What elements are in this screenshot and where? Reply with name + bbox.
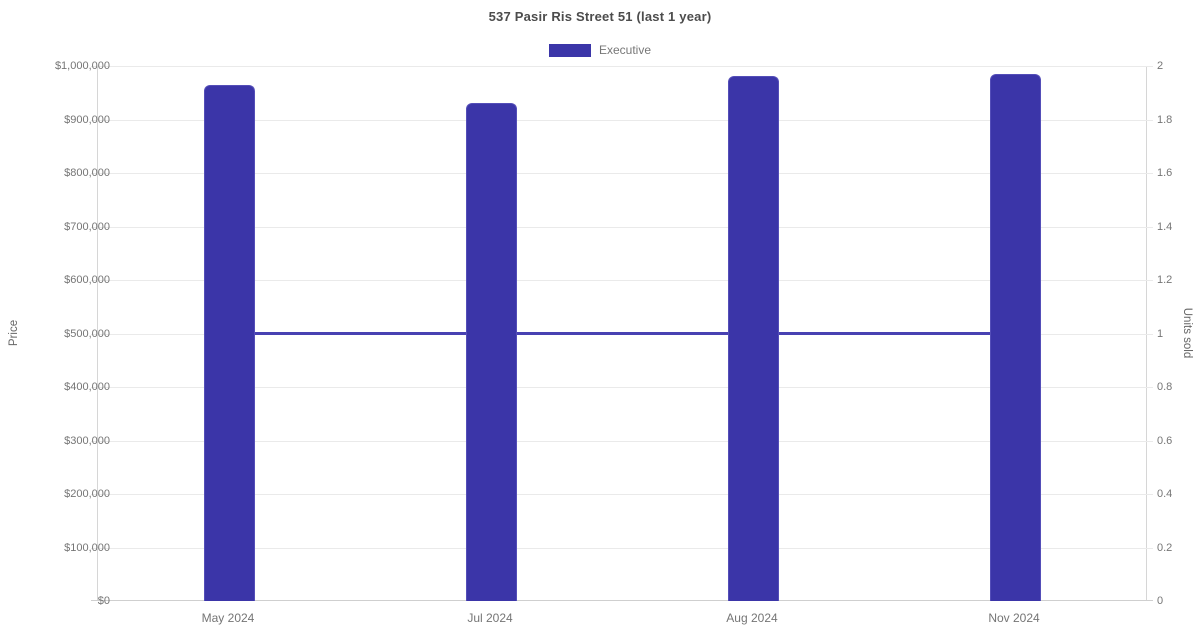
gridline xyxy=(91,280,1153,281)
gridline xyxy=(91,548,1153,549)
x-axis-tick-label: Nov 2024 xyxy=(988,611,1040,625)
legend: Executive xyxy=(0,42,1200,58)
bar-may-2024 xyxy=(204,85,255,601)
bar-jul-2024 xyxy=(466,103,517,601)
y-axis-left-tick-label: $0 xyxy=(97,595,110,607)
x-axis-tick-label: Aug 2024 xyxy=(726,611,778,625)
y-axis-right-tick-label: 1.4 xyxy=(1157,221,1173,233)
y-axis-right-tick-label: 0.6 xyxy=(1157,435,1173,447)
y-axis-right-tick-label: 1 xyxy=(1157,328,1164,340)
chart-title: 537 Pasir Ris Street 51 (last 1 year) xyxy=(488,9,712,24)
y-axis-right-tick-label: 0.2 xyxy=(1157,542,1173,554)
y-axis-left-tick-label: $400,000 xyxy=(64,381,110,393)
y-axis-left-tick-label: $900,000 xyxy=(64,114,110,126)
y-axis-right-tick-label: 1.6 xyxy=(1157,167,1173,179)
legend-label-executive: Executive xyxy=(598,43,652,57)
y-axis-right-tick-label: 0.4 xyxy=(1157,488,1173,500)
units-sold-line xyxy=(229,332,1015,335)
y-axis-left-tick-label: $1,000,000 xyxy=(54,60,110,72)
y-axis-left-tick-label: $600,000 xyxy=(64,274,110,286)
y-axis-left-tick-label: $300,000 xyxy=(64,435,110,447)
gridline xyxy=(91,494,1153,495)
gridline xyxy=(91,600,1153,601)
y-axis-right-tick-label: 0.8 xyxy=(1157,381,1173,393)
plot-area xyxy=(91,66,1153,601)
y-axis-right-tick-label: 1.8 xyxy=(1157,114,1173,126)
y-axis-left-tick-label: $100,000 xyxy=(64,542,110,554)
bar-nov-2024 xyxy=(990,74,1041,601)
gridline xyxy=(91,227,1153,228)
gridline xyxy=(91,120,1153,121)
x-axis-tick-label: Jul 2024 xyxy=(467,611,513,625)
y-axis-left-tick-label: $800,000 xyxy=(64,167,110,179)
y-axis-right-tick-label: 2 xyxy=(1157,60,1164,72)
y-axis-right-tick-label: 1.2 xyxy=(1157,274,1173,286)
y-axis-left-tick-label: $500,000 xyxy=(64,328,110,340)
x-axis-tick-label: May 2024 xyxy=(201,611,255,625)
gridline xyxy=(91,173,1153,174)
legend-swatch-executive xyxy=(548,43,591,57)
y-axis-right-tick-label: 0 xyxy=(1157,595,1164,607)
gridline xyxy=(91,66,1153,67)
gridline xyxy=(91,441,1153,442)
y-axis-left-tick-label: $700,000 xyxy=(64,221,110,233)
bar-aug-2024 xyxy=(728,76,779,601)
gridline xyxy=(91,387,1153,388)
y-axis-left-tick-label: $200,000 xyxy=(64,488,110,500)
